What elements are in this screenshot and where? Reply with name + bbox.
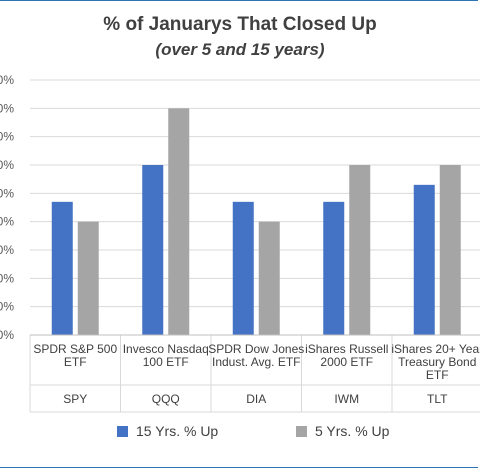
y-tick-label: 10% [0, 300, 14, 314]
y-tick-label: 80% [0, 101, 14, 115]
legend-swatch-5yr [296, 426, 307, 437]
bar-dia-15yr [232, 201, 254, 335]
category-label: Indust. Avg. ETF [212, 355, 301, 369]
bar-tlt-5yr [439, 165, 461, 335]
category-ticker: SPY [63, 392, 87, 406]
legend-label: 15 Yrs. % Up [136, 423, 218, 439]
category-label: ETF [64, 355, 87, 369]
category-label: iShares 20+ Year [391, 342, 480, 356]
category-ticker: TLT [427, 392, 448, 406]
y-tick-label: 30% [0, 243, 14, 257]
category-ticker: IWM [334, 392, 359, 406]
category-label: iShares Russell [305, 342, 388, 356]
y-tick-label: 20% [0, 271, 14, 285]
y-tick-label: 60% [0, 158, 14, 172]
bar-dia-5yr [258, 221, 280, 335]
bar-qqq-5yr [168, 108, 190, 335]
category-label: SPDR S&P 500 [33, 342, 117, 356]
y-tick-label: 50% [0, 186, 14, 200]
bar-iwm-5yr [349, 165, 371, 335]
y-tick-label: 70% [0, 130, 14, 144]
chart-subtitle: (over 5 and 15 years) [155, 40, 325, 59]
y-tick-label: 0% [0, 328, 14, 342]
category-ticker: QQQ [152, 392, 180, 406]
legend-swatch-15yr [117, 426, 128, 437]
bar-spy-15yr [51, 201, 73, 335]
category-label: Invesco Nasdaq [123, 342, 209, 356]
y-tick-label: 40% [0, 215, 14, 229]
bar-spy-5yr [77, 221, 99, 335]
chart-title: % of Januarys That Closed Up [103, 14, 377, 35]
category-label: ETF [426, 368, 449, 382]
category-label: 2000 ETF [320, 355, 373, 369]
category-ticker: DIA [246, 392, 266, 406]
legend-label: 5 Yrs. % Up [315, 423, 390, 439]
bar-qqq-15yr [142, 165, 164, 335]
bar-tlt-15yr [413, 184, 435, 335]
category-label: Treasury Bond [398, 355, 476, 369]
category-label: 100 ETF [143, 355, 189, 369]
bar-iwm-15yr [323, 201, 345, 335]
category-label: SPDR Dow Jones [208, 342, 304, 356]
y-tick-label: 90% [0, 73, 14, 87]
